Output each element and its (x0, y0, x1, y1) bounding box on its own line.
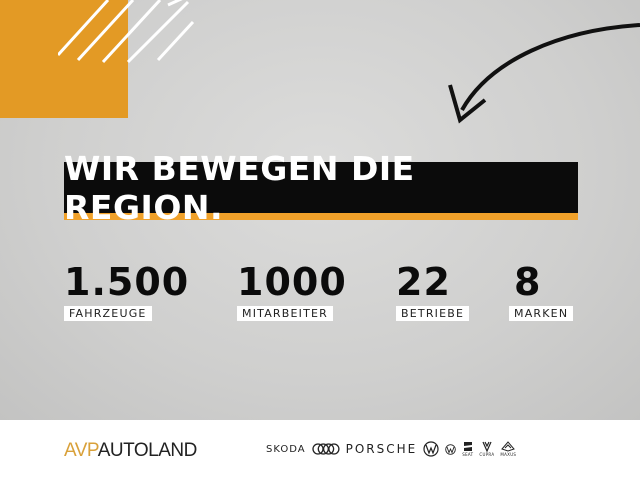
footer (0, 420, 640, 480)
volkswagen-logo-icon (423, 441, 439, 457)
curved-arrow-icon (448, 23, 640, 124)
stat-employees: 1000 MITARBEITER (237, 262, 347, 321)
seat-icon (463, 442, 472, 451)
avp-autoland-logo: AVPAUTOLAND (64, 440, 197, 461)
stat-value: 8 (514, 260, 542, 304)
stat-value: 22 (396, 260, 451, 304)
stat-brands: 8 MARKEN (509, 260, 574, 321)
stat-locations: 22 BETRIEBE (396, 260, 470, 321)
cupra-logo: CUPRA (479, 441, 494, 457)
audi-rings-icon (311, 443, 340, 455)
stat-value: 1.500 (64, 260, 190, 304)
stat-vehicles: 1.500 FAHRZEUGE (64, 262, 189, 321)
vw-commercial-logo (445, 443, 456, 455)
headline: WIR BEWEGEN DIE REGION. (64, 148, 415, 227)
brand-logos: SKODA PORSCHE SEAT CUPRA MAXUS (266, 441, 516, 457)
stat-label: BETRIEBE (396, 306, 470, 321)
skoda-logo: SKODA (266, 443, 306, 455)
porsche-logo: PORSCHE (345, 442, 418, 456)
stat-label: FAHRZEUGE (64, 306, 152, 321)
cupra-icon (482, 441, 492, 452)
maxus-icon (501, 441, 516, 452)
seat-logo: SEAT (462, 441, 473, 457)
stat-value: 1000 (237, 260, 347, 304)
diagonal-stripes-decoration (58, 0, 195, 64)
stat-label: MITARBEITER (237, 306, 334, 321)
stat-label: MARKEN (509, 306, 574, 321)
headline-banner: WIR BEWEGEN DIE REGION. (64, 149, 578, 227)
volkswagen-logo-icon (445, 443, 456, 455)
maxus-logo: MAXUS (500, 441, 516, 457)
